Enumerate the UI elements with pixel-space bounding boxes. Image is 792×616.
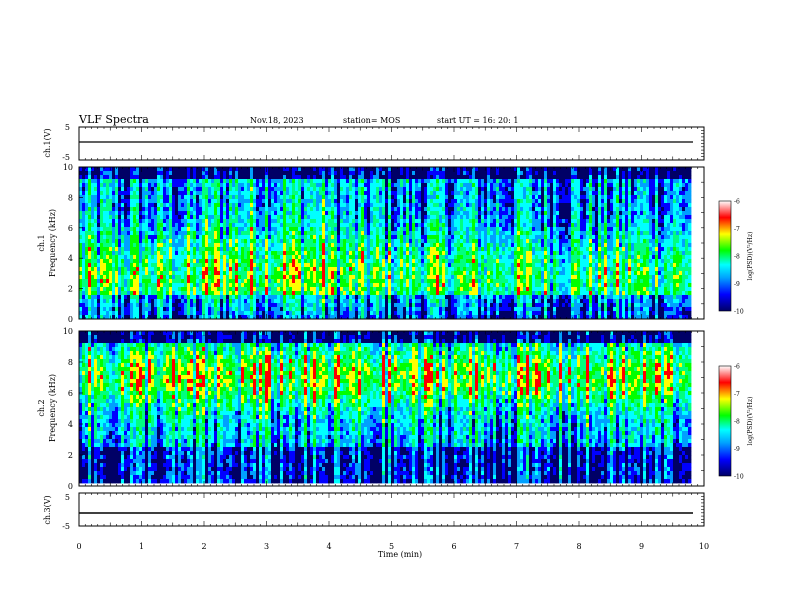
ch2-colorbar-tick-label: -8 — [734, 419, 740, 426]
ch1-frequency-ytick-label: 10 — [63, 163, 73, 172]
time-axis-tick-label: 3 — [264, 542, 269, 551]
ch2-spectrogram-panel: 0 2 4 6 8 10 ch.2 Frequency (kHz) -6 -7 -8 -9 -10… — [37, 327, 754, 491]
ch1-frequency-ytick-label: 2 — [68, 285, 73, 294]
ch2-colorbar-label: log(PSD)(V²/Hz) — [747, 397, 754, 446]
ch2-frequency-ytick-label: 4 — [68, 420, 73, 429]
ch2-frequency-ytick-label: 10 — [63, 327, 73, 336]
ch2-spectrogram-channel-label: ch.2 — [37, 399, 46, 416]
ch1-ytick-top: 5 — [65, 123, 70, 132]
time-axis-tick-label: 7 — [514, 542, 519, 551]
ch1-colorbar-tick-label: -7 — [734, 226, 740, 233]
ch1-spectrogram-panel: 0 2 4 6 8 10 ch.1 Frequency (kHz) -6 -7 -8 -9 -10… — [37, 163, 754, 324]
ch1-frequency-ytick-label: 0 — [68, 315, 73, 324]
time-axis-tick-label: 2 — [201, 542, 206, 551]
ch2-colorbar-tick-label: -9 — [734, 446, 740, 453]
ch1-colorbar-tick-label: -10 — [734, 309, 744, 316]
ch2-frequency-ytick-label: 2 — [68, 451, 73, 460]
ch2-frequency-ytick-label: 0 — [68, 482, 73, 491]
ch2-colorbar-tick-label: -7 — [734, 391, 740, 398]
ch3-ytick-bottom: -5 — [62, 522, 70, 531]
station-label: station= MOS — [343, 116, 400, 125]
time-axis-tick-label: 8 — [576, 542, 581, 551]
figure-title: VLF Spectra — [78, 113, 149, 126]
time-axis-tick-label: 9 — [639, 542, 644, 551]
ch3-voltage-panel: 5 -5 ch.3(V) — [43, 493, 704, 531]
time-axis-label: Time (min) — [378, 550, 422, 559]
ch2-frequency-axis-label: Frequency (kHz) — [48, 374, 57, 442]
ch3-ytick-top: 5 — [65, 493, 70, 502]
ch1-colorbar — [719, 201, 731, 311]
ch1-ytick-bottom: -5 — [62, 153, 70, 162]
time-axis-tick-label: 0 — [76, 542, 81, 551]
start-time-label: start UT = 16: 20: 1 — [437, 116, 518, 125]
ch2-colorbar — [719, 366, 731, 476]
ch1-spectrogram-image — [79, 167, 704, 319]
ch1-voltage-panel: 5 -5 ch.1(V) — [43, 123, 704, 162]
ch1-colorbar-tick-label: -6 — [734, 199, 740, 206]
ch1-colorbar-tick-label: -9 — [734, 281, 740, 288]
ch2-colorbar-tick-label: -6 — [734, 364, 740, 371]
date-label: Nov.18, 2023 — [250, 116, 304, 125]
ch1-colorbar-tick-label: -8 — [734, 254, 740, 261]
ch2-frequency-ytick-label: 8 — [68, 358, 73, 367]
ch2-frequency-ytick-label: 6 — [68, 389, 73, 398]
time-axis-tick-label: 10 — [699, 542, 709, 551]
ch1-frequency-ytick-label: 6 — [68, 224, 73, 233]
ch1-colorbar-label: log(PSD)(V²/Hz) — [747, 232, 754, 281]
ch1-frequency-axis-label: Frequency (kHz) — [48, 209, 57, 277]
ch1-frequency-ytick-label: 8 — [68, 193, 73, 202]
ch1-spectrogram-channel-label: ch.1 — [37, 234, 46, 251]
ch2-spectrogram-image — [79, 331, 704, 486]
ch1-frequency-ytick-label: 4 — [68, 254, 73, 263]
ch1-voltage-label: ch.1(V) — [43, 128, 52, 157]
ch3-voltage-label: ch.3(V) — [43, 495, 52, 524]
time-axis-tick-label: 4 — [326, 542, 331, 551]
ch2-colorbar-tick-label: -10 — [734, 474, 744, 481]
time-axis-tick-label: 6 — [451, 542, 456, 551]
time-axis-tick-label: 1 — [139, 542, 144, 551]
